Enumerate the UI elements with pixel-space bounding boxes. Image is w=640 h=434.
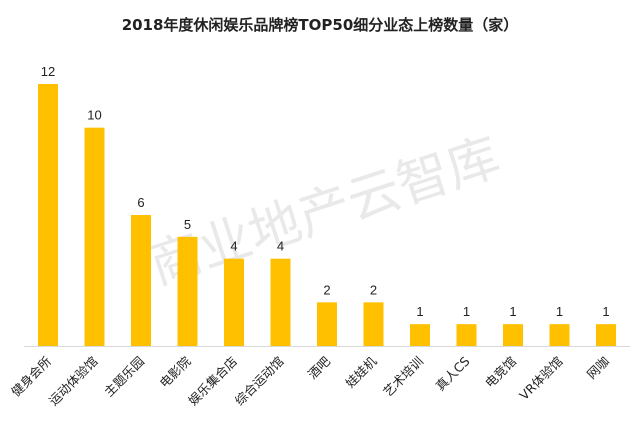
category-label-5: 娱乐集合店: [185, 354, 240, 409]
category-label-13: 网咖: [584, 354, 612, 382]
value-label-5: 4: [230, 239, 237, 254]
value-label-3: 6: [137, 195, 144, 210]
bar-6: [270, 258, 291, 346]
bar-3: [131, 215, 151, 346]
bar-8: [363, 302, 384, 346]
bar-13: [596, 324, 616, 346]
value-label-9: 1: [416, 304, 423, 319]
bar-4: [177, 236, 198, 346]
category-label-10: 真人CS: [433, 353, 473, 393]
value-label-2: 10: [87, 108, 101, 123]
value-label-8: 2: [370, 282, 377, 297]
chart-title: 2018年度休闲娱乐品牌榜TOP50细分业态上榜数量（家）: [122, 16, 519, 34]
category-label-4: 电影院: [156, 353, 193, 390]
category-label-8: 娃娃机: [342, 353, 379, 390]
value-label-6: 4: [277, 239, 284, 254]
bar-5: [224, 258, 244, 346]
bar-2: [84, 127, 105, 347]
bar-11: [503, 324, 523, 346]
bar-9: [410, 324, 430, 346]
bar-12: [549, 324, 570, 346]
category-label-1: 健身会所: [8, 354, 54, 400]
category-label-3: 主题乐园: [101, 354, 147, 400]
value-label-10: 1: [463, 304, 470, 319]
value-label-11: 1: [509, 304, 516, 319]
value-label-12: 1: [556, 304, 563, 319]
value-labels-group: 12 10 6 5 4 4 2 2 1 1 1 1 1: [41, 64, 610, 319]
category-label-12: VR体验馆: [516, 354, 565, 403]
value-label-4: 5: [184, 217, 191, 232]
category-label-7: 酒吧: [305, 353, 334, 382]
category-label-11: 电竞馆: [482, 354, 519, 391]
bar-1: [38, 84, 58, 346]
category-label-2: 运动体验馆: [46, 354, 101, 409]
value-label-13: 1: [602, 304, 609, 319]
category-label-9: 艺术培训: [380, 354, 426, 400]
bars-group: [38, 84, 616, 347]
bar-10: [456, 324, 477, 346]
category-label-6: 综合运动馆: [232, 354, 287, 409]
bar-7: [317, 302, 337, 346]
value-label-7: 2: [323, 282, 330, 297]
value-label-1: 12: [41, 64, 55, 79]
